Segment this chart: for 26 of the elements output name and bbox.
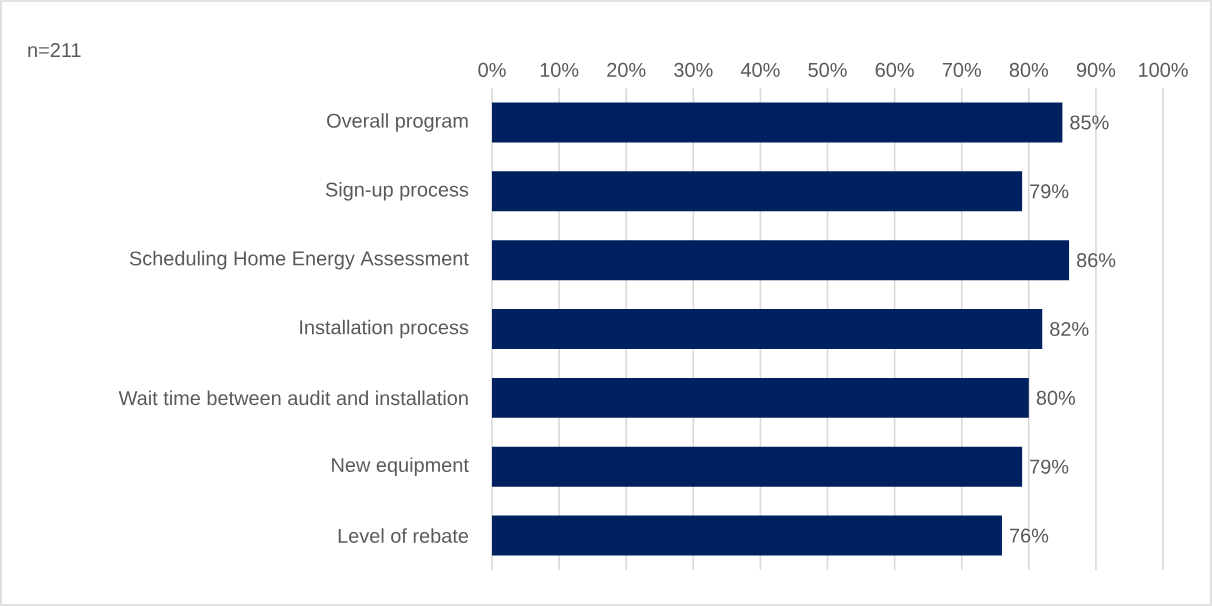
y-tick-label: Overall program	[327, 113, 468, 132]
data-label: 86%	[1076, 253, 1116, 268]
x-tick-label: 60%	[875, 62, 914, 77]
data-label: 80%	[1036, 390, 1076, 405]
y-tick-label: Level of rebate	[338, 528, 469, 543]
x-tick-label: 50%	[808, 62, 847, 77]
data-label: 82%	[1050, 321, 1089, 337]
x-tick-label: 70%	[942, 62, 981, 77]
y-tick-label: Scheduling Home Energy Assessment	[129, 250, 469, 270]
x-tick-label: 10%	[540, 62, 579, 77]
y-tick-label: New equipment	[332, 457, 469, 476]
x-tick-label: 30%	[674, 62, 713, 77]
text: n=211	[28, 43, 81, 57]
data-label: 79%	[1030, 459, 1069, 474]
x-tick-label: 90%	[1076, 62, 1116, 77]
y-tick-label: Installation process	[300, 319, 469, 339]
x-tick-label: 100%	[1139, 62, 1188, 77]
data-label: 85%	[1070, 115, 1109, 130]
y-tick-label: Sign-up process	[325, 182, 469, 201]
x-tick-label: 20%	[607, 62, 646, 77]
x-tick-label: 40%	[740, 62, 780, 77]
data-label: 76%	[1010, 528, 1049, 543]
y-tick-label: Wait time between audit and installation	[118, 390, 468, 406]
data-label: 79%	[1030, 184, 1069, 199]
x-tick-label: 0%	[478, 62, 506, 77]
x-tick-label: 80%	[1009, 62, 1049, 77]
